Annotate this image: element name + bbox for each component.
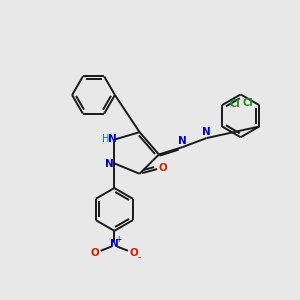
Text: H: H <box>102 134 110 144</box>
Text: O: O <box>158 163 167 173</box>
Text: N: N <box>178 136 187 146</box>
Text: N: N <box>110 239 119 249</box>
Text: +: + <box>115 235 122 244</box>
Text: O: O <box>130 248 139 258</box>
Text: O: O <box>90 248 99 258</box>
Text: N: N <box>105 159 114 169</box>
Text: N: N <box>108 134 117 144</box>
Text: -: - <box>138 252 141 262</box>
Text: N: N <box>202 127 211 137</box>
Text: Cl: Cl <box>229 99 240 109</box>
Text: Cl: Cl <box>242 98 253 108</box>
